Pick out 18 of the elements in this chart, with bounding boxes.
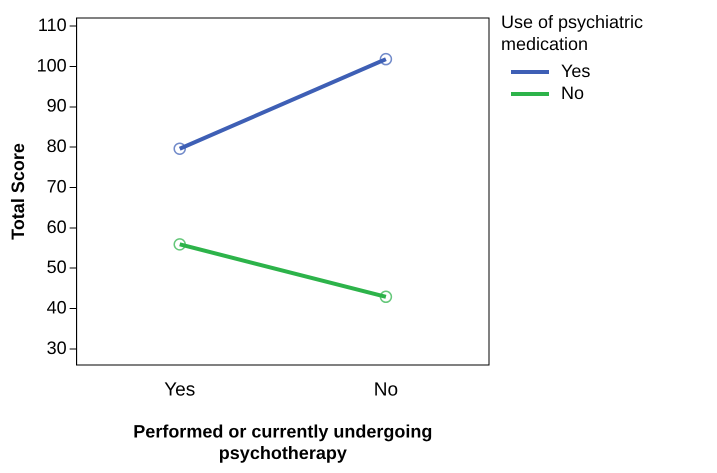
y-tick-label: 90 (46, 96, 67, 116)
point (173, 142, 186, 155)
point (380, 290, 392, 304)
y-tick-label: 70 (46, 176, 67, 196)
y-tick-label: 60 (46, 216, 67, 237)
y-tick-label: 40 (46, 297, 67, 318)
y-tick-label: 110 (38, 15, 67, 36)
legend-label: No (561, 82, 584, 103)
y-tick-label: 50 (46, 257, 67, 278)
y-tick-label: 80 (46, 136, 67, 156)
legend-title: Use of psychiatric medication (501, 12, 644, 54)
legend-label: Yes (561, 60, 590, 81)
point (173, 238, 186, 251)
y-tick-label: 100 (36, 55, 67, 76)
y-axis-title: Total Score (8, 143, 28, 240)
y-tick-label: 30 (46, 338, 67, 358)
point (380, 52, 392, 66)
x-axis-title: Performed or currently undergoing psychotherapy (133, 422, 432, 464)
